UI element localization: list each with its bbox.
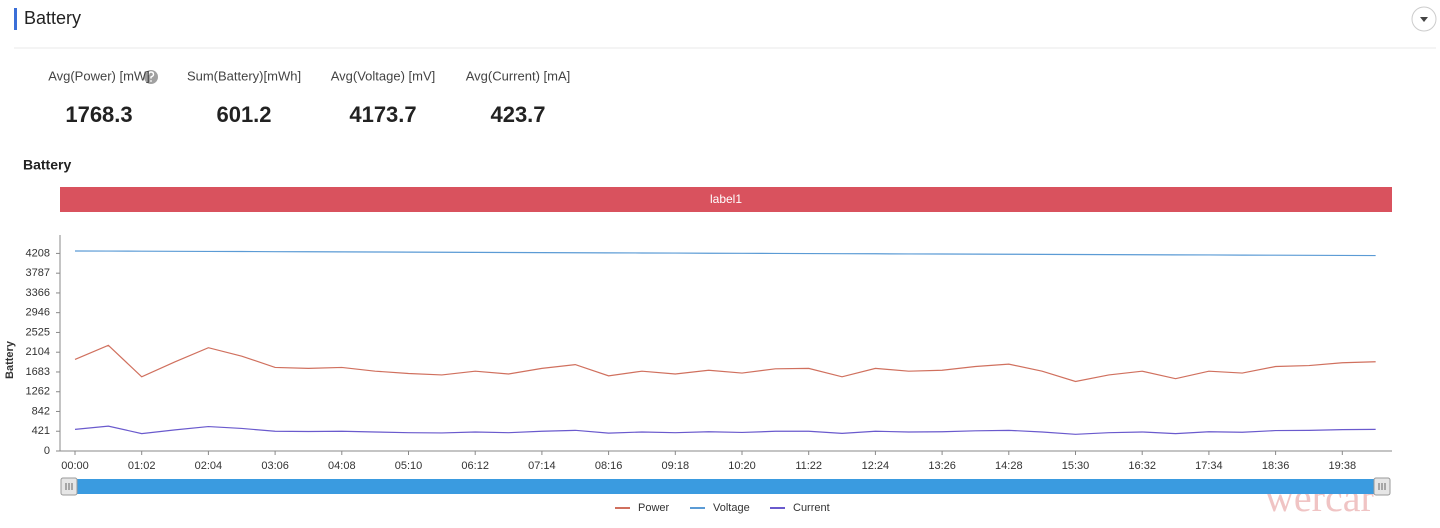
- y-tick-label: 421: [32, 425, 50, 437]
- stat-label: Sum(Battery)[mWh]: [187, 68, 301, 83]
- x-tick-label: 09:18: [662, 460, 690, 472]
- y-tick-label: 842: [32, 405, 50, 417]
- x-tick-label: 13:26: [928, 460, 956, 472]
- x-tick-label: 05:10: [395, 460, 423, 472]
- x-tick-label: 14:28: [995, 460, 1023, 472]
- y-tick-label: 1683: [26, 366, 50, 378]
- zoom-slider: [62, 479, 1390, 494]
- x-tick-label: 12:24: [862, 460, 890, 472]
- x-tick-label: 01:02: [128, 460, 156, 472]
- x-tick-label: 08:16: [595, 460, 623, 472]
- legend-label[interactable]: Power: [638, 502, 670, 514]
- x-tick-label: 15:30: [1062, 460, 1090, 472]
- x-tick-label: 19:38: [1329, 460, 1357, 472]
- x-tick-label: 06:12: [461, 460, 489, 472]
- series-line: [74, 344, 1376, 383]
- x-tick-label: 11:22: [795, 460, 822, 472]
- label-band-text: label1: [710, 192, 742, 206]
- x-tick-label: 07:14: [528, 460, 556, 472]
- x-tick-label: 04:08: [328, 460, 356, 472]
- x-tick-label: 00:00: [61, 460, 89, 472]
- stat-value: 4173.7: [349, 102, 416, 127]
- legend-label[interactable]: Current: [793, 502, 830, 514]
- x-tick-label: 02:04: [195, 460, 223, 472]
- collapse-icon: [1420, 17, 1428, 22]
- stat-label: Avg(Power) [mW]: [48, 68, 150, 83]
- y-tick-label: 2104: [26, 346, 50, 358]
- y-tick-label: 2946: [26, 307, 50, 319]
- y-tick-label: 3366: [26, 287, 50, 299]
- stat-value: 601.2: [216, 102, 271, 127]
- chart-title: Battery: [23, 157, 71, 173]
- stat-label: Avg(Voltage) [mV]: [331, 68, 436, 83]
- y-tick-label: 3787: [26, 267, 50, 279]
- y-tick-label: 4208: [26, 247, 50, 259]
- x-tick-label: 03:06: [261, 460, 289, 472]
- x-tick-label: 18:36: [1262, 460, 1290, 472]
- stat-label: Avg(Current) [mA]: [466, 68, 571, 83]
- y-tick-label: 1262: [26, 386, 50, 398]
- y-axis-label: Battery: [4, 340, 16, 379]
- x-tick-label: 16:32: [1128, 460, 1156, 472]
- x-tick-label: 10:20: [728, 460, 756, 472]
- help-icon[interactable]: [144, 70, 158, 84]
- legend-label[interactable]: Voltage: [713, 502, 750, 514]
- header-title: Battery: [24, 8, 81, 28]
- y-tick-label: 0: [44, 445, 50, 457]
- label-band: [60, 187, 1392, 212]
- series-line: [74, 425, 1376, 435]
- stat-value: 1768.3: [65, 102, 132, 127]
- series-line: [74, 250, 1376, 257]
- y-tick-label: 2525: [26, 326, 50, 338]
- stat-value: 423.7: [490, 102, 545, 127]
- header-accent: [14, 8, 17, 30]
- x-tick-label: 17:34: [1195, 460, 1223, 472]
